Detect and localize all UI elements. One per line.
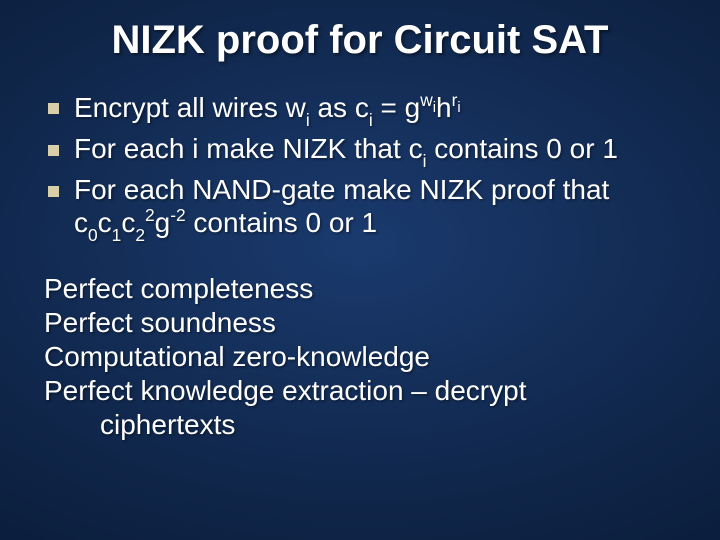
property-line: Perfect knowledge extraction – decrypt (44, 375, 676, 407)
property-line: Computational zero-knowledge (44, 341, 676, 373)
bullet-item: Encrypt all wires wi as ci = gwihri (44, 91, 676, 129)
bullet-marker-icon (48, 186, 59, 197)
property-line: Perfect soundness (44, 307, 676, 339)
bullet-marker-icon (48, 145, 59, 156)
bullet-text: For each i make NIZK that ci contains 0 … (74, 133, 618, 164)
slide-title: NIZK proof for Circuit SAT (0, 0, 720, 63)
properties-block: Perfect completeness Perfect soundness C… (44, 273, 676, 441)
slide: NIZK proof for Circuit SAT Encrypt all w… (0, 0, 720, 540)
bullet-marker-icon (48, 103, 59, 114)
bullet-text: Encrypt all wires wi as ci = gwihri (74, 92, 461, 123)
slide-body: Encrypt all wires wi as ci = gwihri For … (0, 63, 720, 441)
property-line-continuation: ciphertexts (44, 409, 676, 441)
bullet-item: For each NAND-gate make NIZK proof that … (44, 174, 676, 244)
bullet-list: Encrypt all wires wi as ci = gwihri For … (44, 91, 676, 243)
bullet-item: For each i make NIZK that ci contains 0 … (44, 133, 676, 170)
property-line: Perfect completeness (44, 273, 676, 305)
bullet-text: For each NAND-gate make NIZK proof that … (74, 174, 609, 238)
